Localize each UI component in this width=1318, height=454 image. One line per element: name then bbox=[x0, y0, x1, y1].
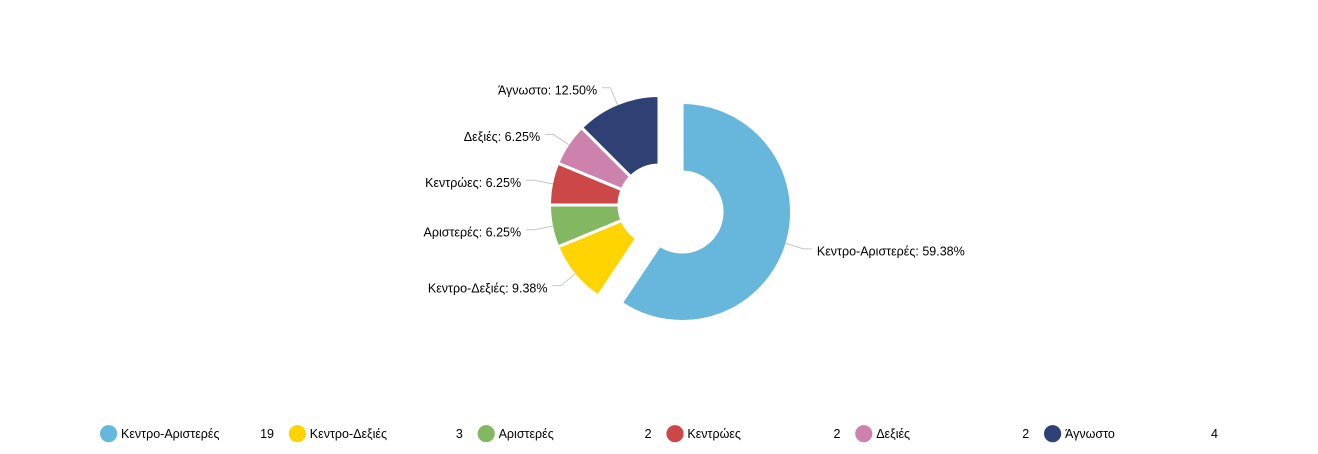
svg-text:Κεντρο-Αριστερές: 59.38%: Κεντρο-Αριστερές: 59.38% bbox=[817, 245, 965, 259]
svg-text:3: 3 bbox=[456, 427, 463, 441]
svg-text:Κεντρο-Δεξιές: 9.38%: Κεντρο-Δεξιές: 9.38% bbox=[428, 281, 548, 295]
svg-text:Άγνωστο: Άγνωστο bbox=[1065, 427, 1115, 441]
svg-text:4: 4 bbox=[1211, 427, 1218, 441]
svg-text:2: 2 bbox=[645, 427, 652, 441]
svg-text:Κεντρο-Αριστερές: Κεντρο-Αριστερές bbox=[121, 427, 219, 441]
svg-text:Κεντρώες: Κεντρώες bbox=[687, 427, 741, 441]
svg-text:Αριστερές: 6.25%: Αριστερές: 6.25% bbox=[424, 226, 522, 240]
svg-text:Δεξιές: Δεξιές bbox=[876, 427, 910, 441]
svg-text:Κεντρώες: 6.25%: Κεντρώες: 6.25% bbox=[425, 176, 521, 190]
svg-text:Κεντρο-Δεξιές: Κεντρο-Δεξιές bbox=[310, 427, 387, 441]
svg-text:2: 2 bbox=[1022, 427, 1029, 441]
svg-text:Άγνωστο: 12.50%: Άγνωστο: 12.50% bbox=[498, 84, 597, 98]
svg-text:19: 19 bbox=[260, 427, 274, 441]
svg-text:Δεξιές: 6.25%: Δεξιές: 6.25% bbox=[464, 130, 540, 144]
svg-text:Αριστερές: Αριστερές bbox=[499, 427, 554, 441]
svg-text:2: 2 bbox=[833, 427, 840, 441]
